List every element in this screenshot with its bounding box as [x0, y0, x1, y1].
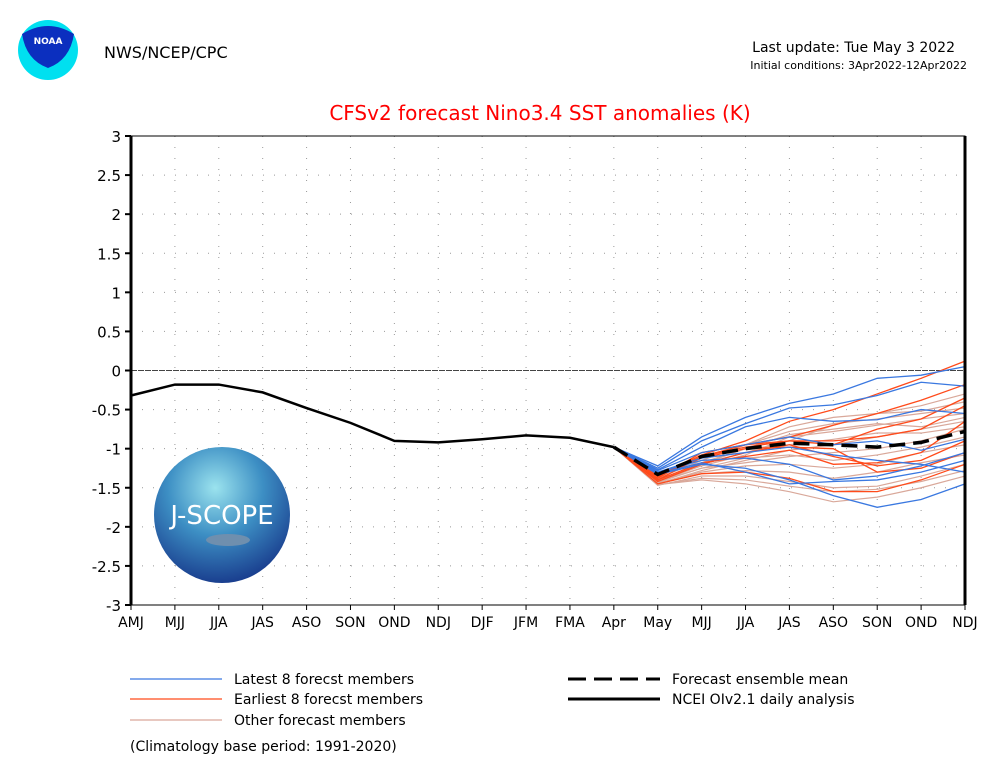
latest-member-line [613, 365, 966, 467]
y-tick-label: -1 [106, 441, 121, 459]
x-tick-label: NDJ [952, 615, 977, 631]
latest-member-line [613, 446, 966, 481]
legend-other: Other forecast members [234, 713, 406, 729]
x-tick-label: FMA [555, 615, 585, 631]
noaa-logo-text: NOAA [34, 37, 63, 47]
x-tick-label: SON [335, 615, 365, 631]
x-tick-label: SON [862, 615, 892, 631]
agency-label: NWS/NCEP/CPC [104, 43, 228, 62]
y-tick-label: -0.5 [92, 402, 121, 420]
legend: Latest 8 forecst members Earliest 8 fore… [130, 672, 855, 755]
x-tick-label: MJJ [691, 615, 711, 631]
y-tick-label: 3 [111, 128, 121, 146]
initial-conditions: Initial conditions: 3Apr2022-12Apr2022 [750, 59, 967, 72]
latest-member-line [613, 446, 966, 485]
chart-title: CFSv2 forecast Nino3.4 SST anomalies (K) [329, 101, 750, 125]
noaa-logo-icon: NOAA [18, 20, 78, 80]
x-tick-label: May [643, 615, 672, 631]
y-tick-label: -3 [106, 597, 121, 615]
x-tick-label: ASO [819, 615, 848, 631]
other-member-line [613, 436, 966, 483]
y-tick-label: 0.5 [97, 323, 121, 341]
x-tick-label: NDJ [426, 615, 451, 631]
y-tick-label: 1 [111, 284, 121, 302]
x-tick-label: ASO [292, 615, 321, 631]
y-tick-label: 1.5 [97, 245, 121, 263]
y-tick-label: 0 [111, 363, 121, 381]
earliest-member-line [613, 440, 966, 483]
x-tick-label: JAS [777, 615, 800, 631]
observed-line [130, 383, 615, 449]
earliest-member-line [613, 420, 966, 481]
legend-mean: Forecast ensemble mean [672, 672, 848, 688]
latest-member-line [613, 446, 966, 508]
y-tick-label: -1.5 [92, 480, 121, 498]
y-tick-label: -2.5 [92, 558, 121, 576]
x-tick-label: OND [905, 615, 937, 631]
climatology-note: (Climatology base period: 1991-2020) [130, 739, 397, 755]
latest-member-line [613, 408, 966, 471]
legend-latest: Latest 8 forecst members [234, 672, 414, 688]
x-tick-label: JAS [251, 615, 274, 631]
earliest-member-line [613, 446, 966, 493]
fish-icon [206, 534, 250, 546]
y-tick-label: 2.5 [97, 167, 121, 185]
x-tick-label: Apr [602, 615, 626, 631]
x-tick-label: JJA [736, 615, 755, 631]
last-update: Last update: Tue May 3 2022 [752, 40, 955, 56]
x-tick-label: JJA [209, 615, 228, 631]
x-tick-label: OND [378, 615, 410, 631]
y-tick-label: -2 [106, 519, 121, 537]
jscope-logo: J-SCOPE [154, 447, 290, 583]
latest-member-line [613, 446, 966, 473]
jscope-text: J-SCOPE [168, 501, 273, 531]
x-tick-label: JFM [513, 615, 538, 631]
x-tick-label: DJF [471, 615, 494, 631]
y-tick-label: 2 [111, 206, 121, 224]
x-tick-label: MJJ [165, 615, 185, 631]
legend-observed: NCEI OIv2.1 daily analysis [672, 692, 855, 708]
latest-member-line [613, 436, 966, 472]
legend-earliest: Earliest 8 forecst members [234, 692, 423, 708]
x-tick-label: AMJ [118, 615, 144, 631]
latest-member-line [613, 381, 966, 469]
